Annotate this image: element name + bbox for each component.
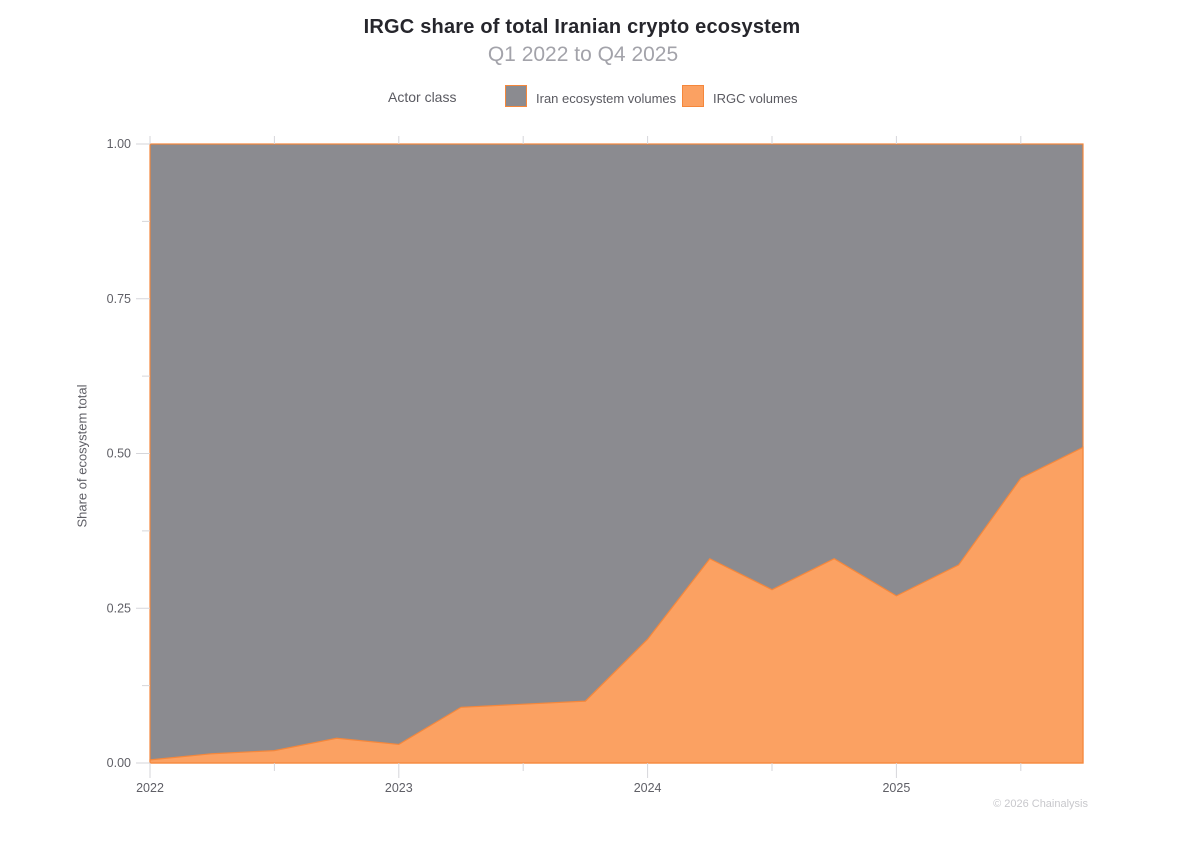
chart-title: IRGC share of total Iranian crypto ecosy… [363, 16, 801, 38]
x-axis-label: 2024 [634, 781, 662, 795]
x-axis-label: 2025 [882, 781, 910, 795]
y-axis-label: 0.25 [107, 601, 131, 615]
legend-swatch-irgc-icon [682, 85, 704, 107]
chart-subtitle: Q1 2022 to Q4 2025 [487, 43, 679, 66]
legend-item-iran-ecosystem: Iran ecosystem volumes [536, 91, 677, 106]
y-axis-label: 0.75 [107, 292, 131, 306]
x-axis-label: 2023 [385, 781, 413, 795]
irgc-area [149, 446, 1084, 764]
legend-swatch-iran-ecosystem-icon [505, 85, 527, 107]
y-axis-label: 0.00 [107, 756, 131, 770]
legend-title: Actor class [388, 89, 457, 105]
y-axis-title: Share of ecosystem total [74, 384, 90, 528]
x-axis-label: 2022 [136, 781, 164, 795]
y-axis-label: 0.50 [107, 447, 131, 461]
copyright-credit: © 2026 Chainalysis [993, 798, 1088, 810]
y-axis-label: 1.00 [107, 137, 131, 151]
legend-item-irgc: IRGC volumes [713, 91, 798, 106]
